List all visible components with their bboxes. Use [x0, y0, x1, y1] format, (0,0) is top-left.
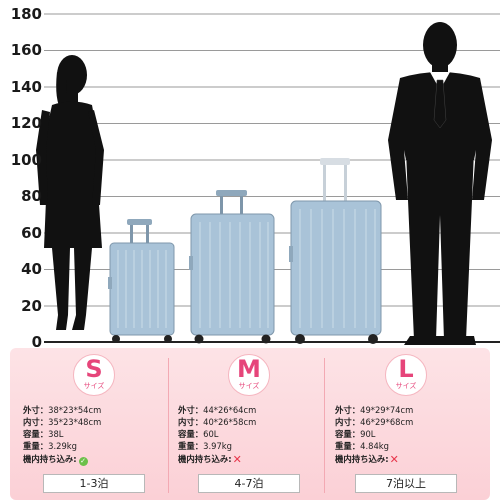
- suitcase-s: [108, 219, 175, 343]
- spec-row: 外寸：44*26*64cm: [178, 405, 257, 415]
- spec-value: 3.29kg: [48, 441, 77, 451]
- spec-value: 38L: [48, 429, 64, 439]
- carry-on-row: 機内持ち込み:✕: [178, 452, 328, 466]
- spec-row: 内寸：40*26*58cm: [178, 417, 257, 427]
- woman-silhouette: [36, 55, 104, 330]
- spec-label: 内寸: [335, 417, 352, 427]
- spec-row: 重量：4.84kg: [335, 441, 389, 451]
- spec-value: 44*26*64cm: [203, 405, 257, 415]
- spec-row: 容量：38L: [23, 429, 64, 439]
- size-column-m: M サイズ 外寸：44*26*64cm 内寸：40*26*58cm 容量：60L…: [173, 348, 323, 500]
- column-divider: [168, 358, 169, 493]
- spec-list: 外寸：38*23*54cm 内寸：35*23*48cm 容量：38L 重量：3.…: [23, 404, 173, 466]
- necktie: [433, 79, 447, 129]
- spec-row: 外寸：38*23*54cm: [23, 405, 102, 415]
- spec-value: 46*29*68cm: [360, 417, 414, 427]
- size-letter: L: [398, 355, 414, 383]
- spec-label: 外寸: [178, 405, 195, 415]
- spec-label: 内寸: [23, 417, 40, 427]
- y-tick-label: 100: [10, 151, 42, 169]
- size-badge: S サイズ: [73, 354, 115, 396]
- cross-icon: ✕: [389, 453, 399, 466]
- size-badge: L サイズ: [385, 354, 427, 396]
- spec-value: 3.97kg: [203, 441, 232, 451]
- y-tick-label: 40: [21, 260, 42, 278]
- y-tick-label: 0: [31, 333, 42, 351]
- spec-row: 重量：3.97kg: [178, 441, 232, 451]
- carry-on-label: 機内持ち込み:: [178, 454, 232, 464]
- spec-value: 4.84kg: [360, 441, 389, 451]
- check-icon: ✓: [78, 457, 88, 466]
- y-tick-label: 80: [21, 187, 42, 205]
- size-column-s: S サイズ 外寸：38*23*54cm 内寸：35*23*48cm 容量：38L…: [18, 348, 168, 500]
- spec-label: 容量: [178, 429, 195, 439]
- y-tick-label: 140: [10, 78, 42, 96]
- size-sub: サイズ: [238, 382, 260, 390]
- spec-row: 容量：60L: [178, 429, 219, 439]
- carry-on-row: 機内持ち込み: ✓: [23, 452, 173, 466]
- size-spec-panel: S サイズ 外寸：38*23*54cm 内寸：35*23*48cm 容量：38L…: [10, 348, 490, 500]
- suitcase-m: [189, 190, 275, 344]
- size-sub: サイズ: [83, 382, 105, 390]
- spec-label: 重量: [23, 441, 40, 451]
- size-column-l: L サイズ 外寸：49*29*74cm 内寸：46*29*68cm 容量：90L…: [330, 348, 480, 500]
- duration-label: 1-3泊: [43, 474, 145, 493]
- spec-row: 重量：3.29kg: [23, 441, 77, 451]
- carry-on-label: 機内持ち込み:: [23, 454, 77, 464]
- y-tick-label: 60: [21, 224, 42, 242]
- spec-value: 40*26*58cm: [203, 417, 257, 427]
- duration-label: 7泊以上: [355, 474, 457, 493]
- spec-row: 容量：90L: [335, 429, 376, 439]
- man-silhouette: [388, 22, 492, 345]
- spec-list: 外寸：49*29*74cm 内寸：46*29*68cm 容量：90L 重量：4.…: [335, 404, 485, 466]
- y-tick-label: 120: [10, 114, 42, 132]
- spec-label: 内寸: [178, 417, 195, 427]
- spec-label: 重量: [178, 441, 195, 451]
- spec-value: 38*23*54cm: [48, 405, 102, 415]
- height-scale-drawing: [36, 13, 500, 345]
- spec-row: 内寸：46*29*68cm: [335, 417, 414, 427]
- spec-list: 外寸：44*26*64cm 内寸：40*26*58cm 容量：60L 重量：3.…: [178, 404, 328, 466]
- spec-value: 49*29*74cm: [360, 405, 414, 415]
- y-tick-label: 180: [10, 5, 42, 23]
- carry-on-row: 機内持ち込み:✕: [335, 452, 485, 466]
- size-letter: S: [85, 355, 103, 383]
- suitcase-l: [289, 158, 382, 344]
- size-badge: M サイズ: [228, 354, 270, 396]
- duration-label: 4-7泊: [198, 474, 300, 493]
- y-tick-label: 160: [10, 41, 42, 59]
- spec-label: 外寸: [335, 405, 352, 415]
- carry-on-label: 機内持ち込み:: [335, 454, 389, 464]
- cross-icon: ✕: [232, 453, 242, 466]
- spec-label: 重量: [335, 441, 352, 451]
- spec-row: 外寸：49*29*74cm: [335, 405, 414, 415]
- spec-label: 容量: [23, 429, 40, 439]
- size-sub: サイズ: [395, 382, 417, 390]
- spec-label: 容量: [335, 429, 352, 439]
- size-letter: M: [237, 355, 261, 383]
- y-tick-label: 20: [21, 297, 42, 315]
- spec-value: 35*23*48cm: [48, 417, 102, 427]
- height-scale-scene: 180 160 140 120 100 80 60 40 20 0: [10, 5, 500, 350]
- spec-value: 90L: [360, 429, 376, 439]
- spec-row: 内寸：35*23*48cm: [23, 417, 102, 427]
- column-divider: [324, 358, 325, 493]
- spec-value: 60L: [203, 429, 219, 439]
- spec-label: 外寸: [23, 405, 40, 415]
